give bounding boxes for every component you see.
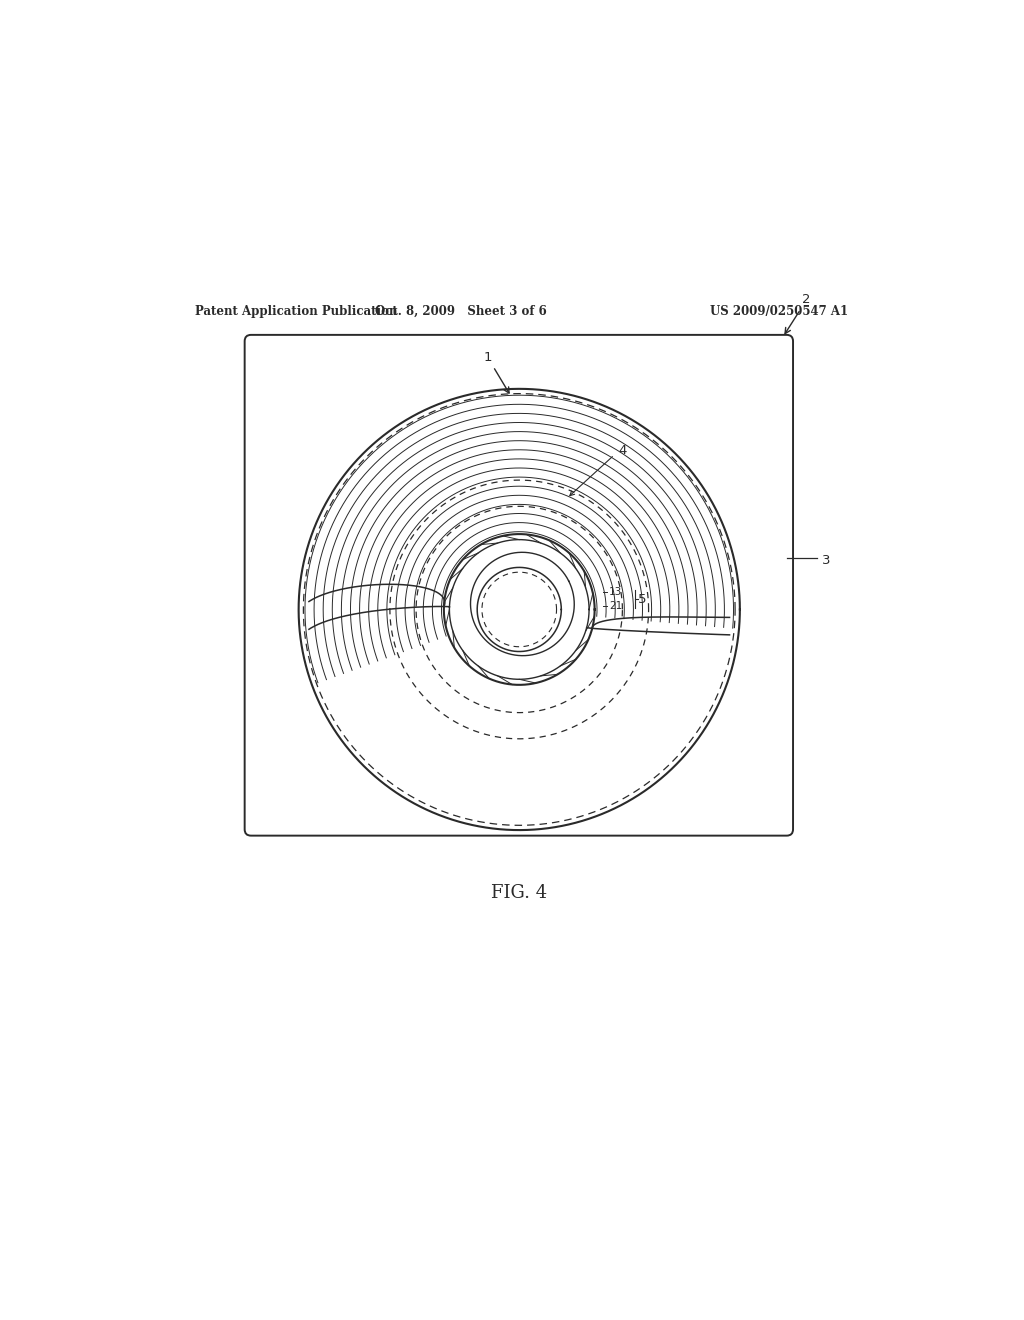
Text: 13: 13 [609,587,623,597]
FancyBboxPatch shape [245,335,793,836]
Text: Patent Application Publication: Patent Application Publication [196,305,398,318]
Text: 3: 3 [822,554,830,568]
Text: US 2009/0250547 A1: US 2009/0250547 A1 [710,305,848,318]
Text: 4: 4 [618,445,627,457]
Text: FIG. 4: FIG. 4 [492,884,547,902]
Text: Oct. 8, 2009   Sheet 3 of 6: Oct. 8, 2009 Sheet 3 of 6 [376,305,547,318]
Text: 5: 5 [638,593,647,606]
Text: 21: 21 [609,602,623,611]
Text: 1: 1 [483,351,509,393]
Text: 2: 2 [785,293,811,334]
